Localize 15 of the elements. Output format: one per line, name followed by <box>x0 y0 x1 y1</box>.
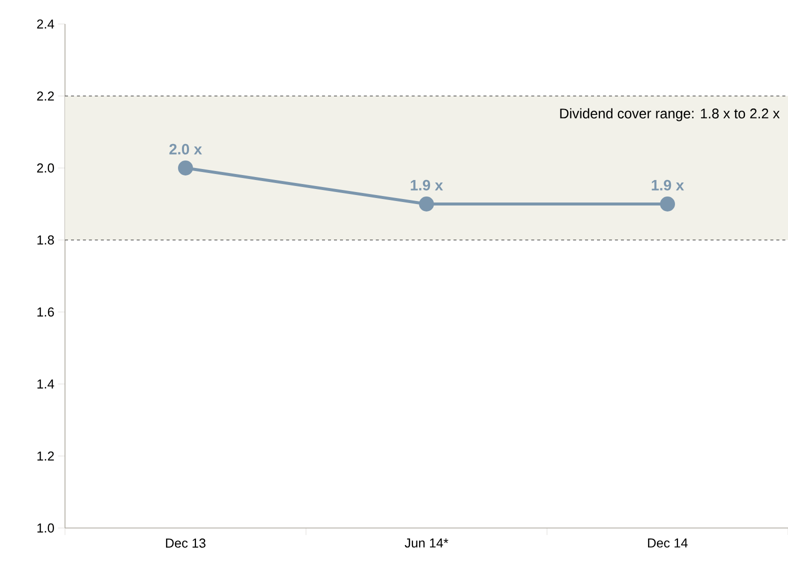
y-tick-label: 1.2 <box>37 451 54 461</box>
y-tick-label: 2.4 <box>37 19 54 29</box>
y-tick-label: 1.4 <box>37 380 54 388</box>
data-label: 1.9 x <box>652 180 684 190</box>
y-tick-label: 1.6 <box>37 307 54 317</box>
y-tick-label: 1.8 <box>37 235 54 245</box>
band-label: Dividend cover range: 1.8 x to 2.2 x <box>560 108 780 122</box>
data-label: 2.0 x <box>169 144 202 154</box>
y-tick-label: 2.2 <box>37 91 54 101</box>
x-tick-label: Jun 14* <box>404 538 448 548</box>
x-tick-label: Dec 13 <box>166 538 206 548</box>
x-tick-label: Dec 14 <box>648 538 688 548</box>
y-tick-label: 1.0 <box>37 523 54 533</box>
data-label: 1.9 x <box>410 180 443 190</box>
y-tick-label: 2.0 <box>37 163 54 173</box>
